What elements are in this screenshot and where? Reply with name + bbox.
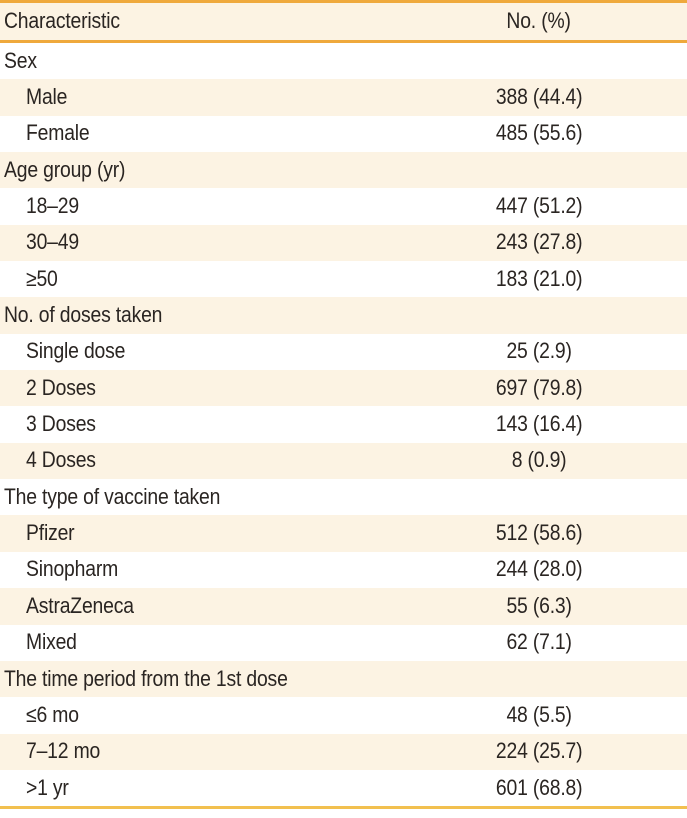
- row-label: AstraZeneca: [26, 594, 134, 618]
- row-label: Sinopharm: [26, 558, 119, 582]
- row-label: The type of vaccine taken: [4, 485, 221, 509]
- row-value: 224 (25.7): [495, 738, 583, 764]
- row-value: 62 (7.1): [506, 629, 572, 655]
- row-value: 25 (2.9): [506, 338, 572, 364]
- row-label: >1 yr: [26, 776, 69, 800]
- table-row-astrazeneca: AstraZeneca 55 (6.3): [0, 588, 687, 625]
- row-label: 4 Doses: [26, 449, 96, 473]
- table-row-30-49: 30–49 243 (27.8): [0, 224, 687, 262]
- row-value: 143 (16.4): [495, 411, 583, 437]
- column-header-characteristic: Characteristic: [4, 10, 120, 33]
- row-value: 183 (21.0): [495, 265, 583, 291]
- row-label: 2 Doses: [26, 376, 96, 400]
- table-row-sinopharm: Sinopharm 244 (28.0): [0, 551, 687, 589]
- row-value: 244 (28.0): [495, 556, 583, 582]
- header-cell-characteristic: Characteristic: [0, 10, 391, 33]
- row-label: 7–12 mo: [26, 740, 101, 764]
- table-row-6mo-or-less: ≤6 mo 48 (5.5): [0, 697, 687, 734]
- table-body: Sex Male 388 (44.4) Female 485 (55.6) Ag…: [0, 43, 687, 810]
- row-label: No. of doses taken: [4, 304, 163, 328]
- row-value: 697 (79.8): [495, 374, 583, 400]
- section-row-time-period: The time period from the 1st dose: [0, 660, 687, 698]
- row-label: Pfizer: [26, 522, 75, 546]
- section-row-vaccine-type: The type of vaccine taken: [0, 479, 687, 516]
- section-row-sex: Sex: [0, 43, 687, 80]
- row-label: Female: [26, 122, 90, 146]
- row-label: Mixed: [26, 631, 77, 655]
- row-label: Male: [26, 86, 68, 110]
- table-row-50-plus: ≥50 183 (21.0): [0, 261, 687, 298]
- row-value: 48 (5.5): [506, 701, 572, 727]
- section-row-doses-taken: No. of doses taken: [0, 297, 687, 334]
- table-row-2-doses: 2 Doses 697 (79.8): [0, 370, 687, 407]
- row-label: Sex: [4, 49, 37, 73]
- table-row-4-doses: 4 Doses 8 (0.9): [0, 442, 687, 480]
- row-label: The time period from the 1st dose: [4, 667, 288, 691]
- row-value: 388 (44.4): [495, 84, 583, 110]
- table-row-single-dose: Single dose 25 (2.9): [0, 333, 687, 371]
- row-value: 512 (58.6): [495, 520, 583, 546]
- table-row-over-1yr: >1 yr 601 (68.8): [0, 769, 687, 807]
- section-row-age-group: Age group (yr): [0, 152, 687, 189]
- column-header-no-pct: No. (%): [506, 8, 572, 33]
- row-label: 3 Doses: [26, 413, 96, 437]
- row-value: 447 (51.2): [495, 193, 583, 219]
- table-header-row: Characteristic No. (%): [0, 3, 687, 43]
- row-value: 485 (55.6): [495, 120, 583, 146]
- row-label: 18–29: [26, 195, 79, 219]
- table-row-3-doses: 3 Doses 143 (16.4): [0, 406, 687, 443]
- row-label: Single dose: [26, 340, 126, 364]
- table-row-pfizer: Pfizer 512 (58.6): [0, 515, 687, 552]
- table-row-mixed: Mixed 62 (7.1): [0, 624, 687, 661]
- row-value: 601 (68.8): [495, 774, 583, 800]
- row-value: 243 (27.8): [495, 229, 583, 255]
- table-row-female: Female 485 (55.6): [0, 115, 687, 153]
- row-label: ≥50: [26, 267, 58, 291]
- row-label: ≤6 mo: [26, 703, 79, 727]
- row-value: 8 (0.9): [511, 447, 567, 473]
- row-label: Age group (yr): [4, 158, 126, 182]
- table-row-18-29: 18–29 447 (51.2): [0, 188, 687, 225]
- row-value: 55 (6.3): [506, 592, 572, 618]
- header-cell-no-pct: No. (%): [391, 10, 687, 33]
- table-row-male: Male 388 (44.4): [0, 79, 687, 116]
- row-label: 30–49: [26, 231, 79, 255]
- table-row-7-12mo: 7–12 mo 224 (25.7): [0, 733, 687, 770]
